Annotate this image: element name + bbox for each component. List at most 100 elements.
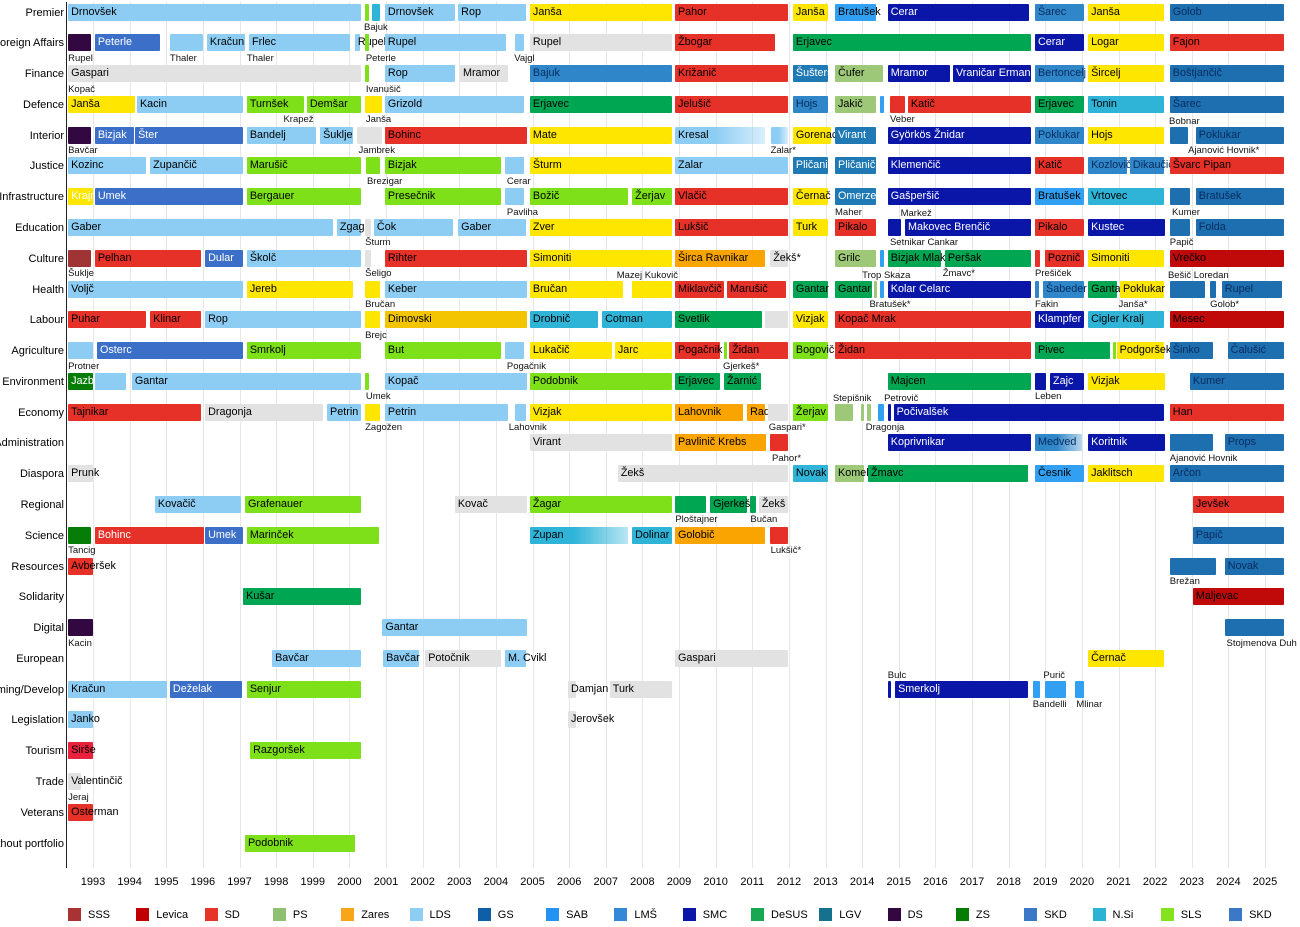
timeline-bar[interactable]	[1169, 218, 1191, 236]
timeline-bar[interactable]: Dolinar	[632, 526, 672, 544]
timeline-bar[interactable]: Žekš*	[770, 249, 801, 267]
timeline-bar[interactable]: Arčon	[1169, 465, 1284, 483]
timeline-bar[interactable]: Kumer	[1189, 372, 1284, 390]
timeline-bar[interactable]	[880, 249, 885, 267]
timeline-bar[interactable]: Hojs	[1088, 126, 1164, 144]
timeline-bar[interactable]: Zajc	[1050, 372, 1084, 390]
timeline-bar[interactable]: Šarec	[1034, 3, 1084, 21]
timeline-bar[interactable]: Gantar	[1088, 280, 1124, 298]
timeline-bar[interactable]: Bohinc	[384, 126, 527, 144]
timeline-bar[interactable]: Gantar	[792, 280, 829, 298]
timeline-bar[interactable]	[505, 188, 524, 206]
timeline-bar[interactable]	[68, 526, 92, 544]
timeline-bar[interactable]: Frlec	[249, 34, 351, 52]
timeline-bar[interactable]: Tonin	[1088, 95, 1164, 113]
timeline-bar[interactable]: Rihter	[384, 249, 527, 267]
timeline-bar[interactable]: Virant	[835, 126, 877, 144]
timeline-bar[interactable]: Boštjančič	[1169, 65, 1284, 83]
timeline-bar[interactable]	[880, 280, 885, 298]
timeline-bar[interactable]	[505, 342, 524, 360]
timeline-bar[interactable]: Zgaga	[336, 218, 371, 236]
timeline-bar[interactable]: Poklukar	[1119, 280, 1165, 298]
timeline-bar[interactable]: Drobnič	[529, 311, 599, 329]
timeline-bar[interactable]	[1034, 372, 1047, 390]
timeline-bar[interactable]: Rop	[458, 3, 526, 21]
timeline-bar[interactable]: Vrečko	[1169, 249, 1284, 267]
timeline-bar[interactable]: Jelušič	[674, 95, 789, 113]
timeline-bar[interactable]	[887, 680, 892, 698]
timeline-bar[interactable]	[724, 342, 728, 360]
timeline-bar[interactable]: Dimovski	[384, 311, 527, 329]
timeline-bar[interactable]: Kovač	[454, 495, 527, 513]
timeline-bar[interactable]: Poklukar	[1195, 126, 1284, 144]
timeline-bar[interactable]	[514, 403, 526, 421]
timeline-bar[interactable]: Vizjak	[529, 403, 672, 421]
timeline-bar[interactable]	[770, 126, 789, 144]
timeline-bar[interactable]: Kračun	[206, 34, 246, 52]
timeline-bar[interactable]: Virant	[529, 434, 672, 452]
timeline-bar[interactable]: Bogovič	[792, 342, 834, 360]
timeline-bar[interactable]	[365, 3, 370, 21]
timeline-bar[interactable]: Dular	[205, 249, 244, 267]
timeline-bar[interactable]: Prunk	[68, 465, 99, 483]
timeline-bar[interactable]: Drnovšek	[68, 3, 362, 21]
timeline-bar[interactable]: Bratušek	[835, 3, 881, 21]
timeline-bar[interactable]: Klemenčič	[887, 157, 1031, 175]
timeline-bar[interactable]: Marušič	[246, 157, 362, 175]
timeline-bar[interactable]: Medved	[1034, 434, 1082, 452]
timeline-bar[interactable]: Turk	[792, 218, 829, 236]
timeline-bar[interactable]	[365, 311, 381, 329]
timeline-bar[interactable]: Grilc	[835, 249, 877, 267]
timeline-bar[interactable]: Bajuk	[529, 65, 672, 83]
timeline-bar[interactable]: Jakič	[835, 95, 877, 113]
timeline-bar[interactable]	[1044, 680, 1067, 698]
timeline-bar[interactable]	[1169, 188, 1191, 206]
timeline-bar[interactable]	[94, 372, 127, 390]
timeline-bar[interactable]: Umek	[94, 188, 244, 206]
timeline-bar[interactable]: Simoniti	[529, 249, 672, 267]
timeline-bar[interactable]: Janša	[529, 3, 672, 21]
timeline-bar[interactable]: Jevšek	[1192, 495, 1284, 513]
timeline-bar[interactable]: Božič	[529, 188, 628, 206]
timeline-bar[interactable]	[750, 495, 756, 513]
timeline-bar[interactable]: Gantar	[131, 372, 362, 390]
timeline-bar[interactable]: Cotman	[602, 311, 672, 329]
timeline-bar[interactable]: Šturm	[529, 157, 672, 175]
timeline-bar[interactable]: Puhar	[68, 311, 147, 329]
timeline-bar[interactable]: Podobnik	[529, 372, 672, 390]
timeline-bar[interactable]: Čok	[373, 218, 454, 236]
timeline-bar[interactable]: Šabeder	[1043, 280, 1087, 298]
timeline-bar[interactable]	[770, 434, 789, 452]
timeline-bar[interactable]: Čalušić	[1227, 342, 1284, 360]
timeline-bar[interactable]: Žmavc	[867, 465, 1029, 483]
timeline-bar[interactable]: Peršak	[944, 249, 1031, 267]
timeline-bar[interactable]: Šuklje	[320, 126, 354, 144]
timeline-bar[interactable]: Školč	[246, 249, 361, 267]
timeline-bar[interactable]	[632, 280, 672, 298]
timeline-bar[interactable]	[765, 311, 789, 329]
timeline-bar[interactable]: Erjavec	[1034, 95, 1084, 113]
timeline-bar[interactable]: Dragonja	[205, 403, 324, 421]
timeline-bar[interactable]: Žarnić	[724, 372, 762, 390]
timeline-bar[interactable]: Šušteršič	[792, 65, 840, 83]
timeline-bar[interactable]	[873, 280, 877, 298]
timeline-bar[interactable]: Klampfer	[1034, 311, 1084, 329]
timeline-bar[interactable]: Koprivnikar	[887, 434, 1031, 452]
timeline-bar[interactable]	[68, 342, 94, 360]
timeline-bar[interactable]: Žekš	[758, 495, 789, 513]
timeline-bar[interactable]: Turk	[609, 680, 672, 698]
timeline-bar[interactable]	[68, 34, 92, 52]
timeline-bar[interactable]: Krajnc	[68, 188, 102, 206]
timeline-bar[interactable]: Pogačnik	[674, 342, 722, 360]
timeline-bar[interactable]: Janša	[792, 3, 829, 21]
timeline-bar[interactable]: Razgoršek	[250, 742, 362, 760]
timeline-bar[interactable]: M. Cvikl	[505, 649, 546, 667]
timeline-bar[interactable]: Žagar	[529, 495, 672, 513]
timeline-bar[interactable]: Mramor	[887, 65, 951, 83]
timeline-bar[interactable]: Majcen	[887, 372, 1032, 390]
timeline-bar[interactable]: Kacin	[136, 95, 244, 113]
timeline-bar[interactable]	[514, 34, 524, 52]
timeline-bar[interactable]: Erjavec	[529, 95, 672, 113]
timeline-bar[interactable]: Katič	[1034, 157, 1084, 175]
timeline-bar[interactable]	[767, 403, 789, 421]
